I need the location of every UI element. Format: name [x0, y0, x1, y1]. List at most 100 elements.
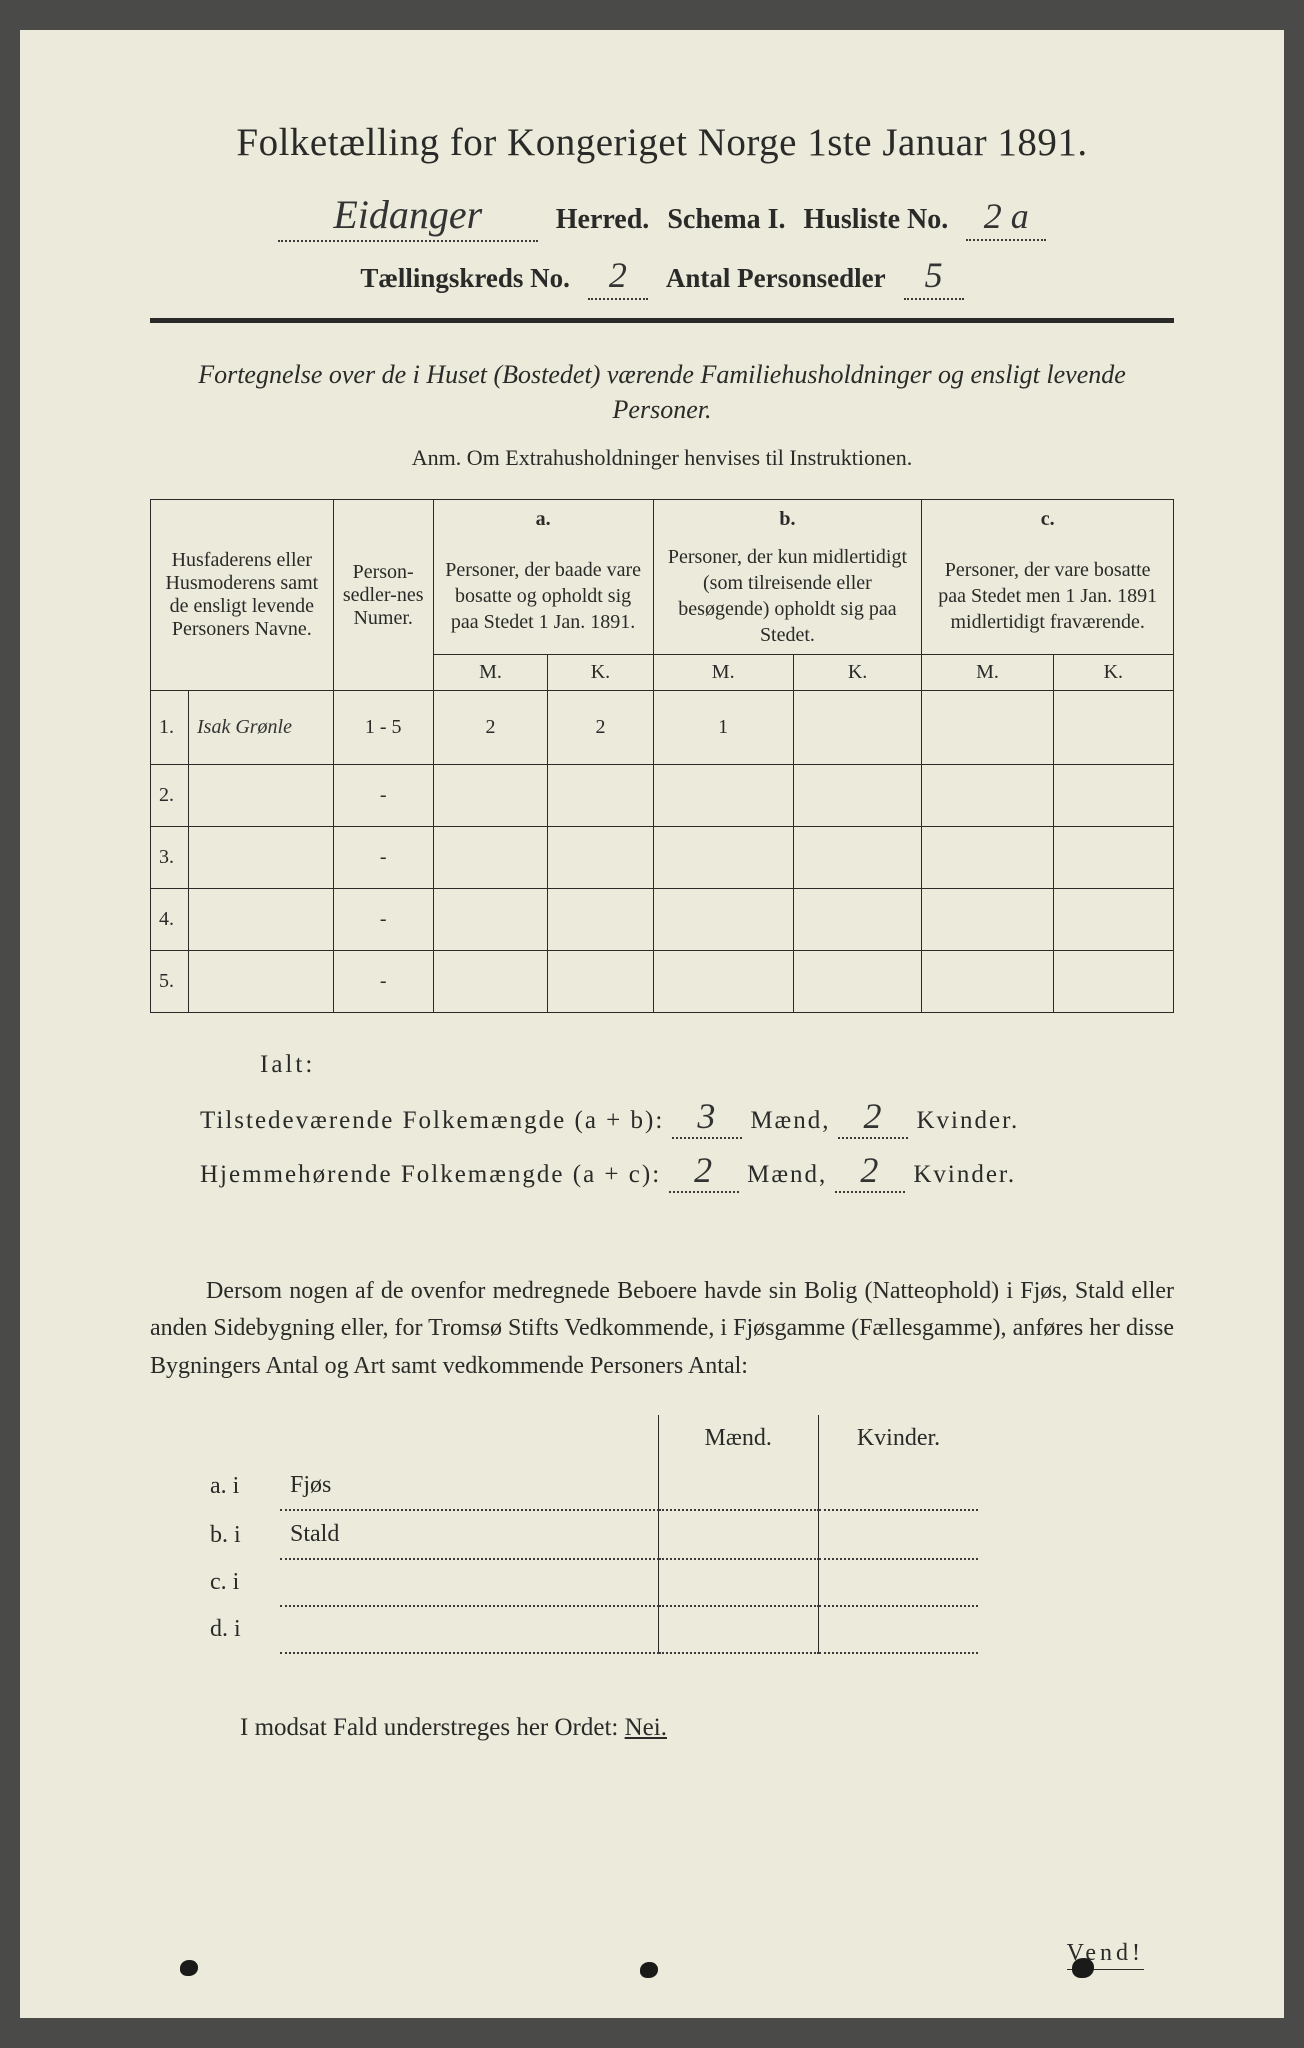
cell-cm	[922, 691, 1053, 765]
row-name	[189, 827, 334, 889]
bottom-paragraph: Dersom nogen af de ovenfor medregnede Be…	[150, 1273, 1174, 1385]
cell-ck	[1053, 889, 1173, 951]
row-number: 4.	[151, 889, 189, 951]
th-c: Personer, der vare bosatte paa Stedet me…	[922, 538, 1174, 655]
table-row: 4. -	[151, 889, 1174, 951]
tot1-label: Tilstedeværende Folkemængde (a + b):	[200, 1107, 664, 1135]
tot2-k: 2	[835, 1149, 905, 1193]
th-names-text: Husfaderens eller Husmoderens samt de en…	[165, 549, 318, 640]
kreds-value: 2	[588, 254, 648, 300]
bt-letter: b. i	[200, 1510, 280, 1559]
tot2-label: Hjemmehørende Folkemængde (a + c):	[200, 1161, 661, 1189]
bt-label	[280, 1606, 658, 1653]
cell-ck	[1053, 691, 1173, 765]
divider	[150, 318, 1174, 323]
row-number: 2.	[151, 765, 189, 827]
bt-label: Stald	[280, 1510, 658, 1559]
cell-ak: 2	[548, 691, 653, 765]
bottom-table: Mænd. Kvinder. a. iFjøsb. iStaldc. id. i	[200, 1415, 978, 1654]
cell-bk	[793, 827, 922, 889]
ialt-label: Ialt:	[260, 1051, 1174, 1079]
cell-am	[433, 951, 548, 1013]
bt-k	[818, 1510, 978, 1559]
cell-bk	[793, 889, 922, 951]
bt-maend: Mænd.	[658, 1415, 818, 1462]
th-bk: K.	[793, 655, 922, 691]
row-number: 5.	[151, 951, 189, 1013]
cell-cm	[922, 765, 1053, 827]
bt-m	[658, 1510, 818, 1559]
th-b: Personer, der kun midlertidigt (som tilr…	[653, 538, 922, 655]
th-ak: K.	[548, 655, 653, 691]
cell-bk	[793, 691, 922, 765]
row-numer: 1 - 5	[333, 691, 433, 765]
th-bm: M.	[653, 655, 793, 691]
cell-ak	[548, 827, 653, 889]
page-title: Folketælling for Kongeriget Norge 1ste J…	[150, 120, 1174, 165]
bt-k	[818, 1606, 978, 1653]
cell-bk	[793, 765, 922, 827]
totals-line-2: Hjemmehørende Folkemængde (a + c): 2 Mæn…	[200, 1149, 1174, 1193]
table-row: 1.Isak Grønle1 - 5221	[151, 691, 1174, 765]
cell-am: 2	[433, 691, 548, 765]
cell-ak	[548, 765, 653, 827]
row-name: Isak Grønle	[189, 691, 334, 765]
cell-ck	[1053, 827, 1173, 889]
header-line-1: Eidanger Herred. Schema I. Husliste No. …	[150, 191, 1174, 242]
bt-letter: c. i	[200, 1559, 280, 1606]
bt-k	[818, 1462, 978, 1510]
cell-am	[433, 827, 548, 889]
bottom-row: c. i	[200, 1559, 978, 1606]
tot2-kvinder: Kvinder.	[913, 1161, 1016, 1189]
th-am: M.	[433, 655, 548, 691]
table-row: 5. -	[151, 951, 1174, 1013]
table-row: 3.-	[151, 827, 1174, 889]
cell-bk	[793, 951, 922, 1013]
husliste-label: Husliste No.	[804, 204, 949, 236]
tot1-k: 2	[838, 1095, 908, 1139]
nei-line: I modsat Fald understreges her Ordet: Ne…	[240, 1714, 1174, 1742]
row-number: 3.	[151, 827, 189, 889]
herred-value: Eidanger	[278, 191, 538, 242]
bt-m	[658, 1559, 818, 1606]
row-numer: -	[333, 765, 433, 827]
bt-letter: a. i	[200, 1462, 280, 1510]
nei-text: I modsat Fald understreges her Ordet:	[240, 1714, 618, 1741]
cell-am	[433, 765, 548, 827]
bt-k	[818, 1559, 978, 1606]
bottom-tbody: a. iFjøsb. iStaldc. id. i	[200, 1462, 978, 1653]
census-table: Husfaderens eller Husmoderens samt de en…	[150, 499, 1174, 1013]
bt-m	[658, 1606, 818, 1653]
ink-dot	[1072, 1958, 1094, 1978]
bt-label	[280, 1559, 658, 1606]
cell-bm	[653, 889, 793, 951]
kreds-label: Tællingskreds No.	[360, 263, 570, 294]
schema-label: Schema I.	[667, 204, 785, 236]
bt-kvinder: Kvinder.	[818, 1415, 978, 1462]
th-ck: K.	[1053, 655, 1173, 691]
bt-letter: d. i	[200, 1606, 280, 1653]
bottom-row: d. i	[200, 1606, 978, 1653]
cell-am	[433, 889, 548, 951]
bt-m	[658, 1462, 818, 1510]
cell-bm: 1	[653, 691, 793, 765]
th-cm: M.	[922, 655, 1053, 691]
tot1-kvinder: Kvinder.	[916, 1107, 1019, 1135]
ink-dot	[640, 1962, 658, 1978]
row-number: 1.	[151, 691, 189, 765]
header-line-2: Tællingskreds No. 2 Antal Personsedler 5	[150, 254, 1174, 300]
cell-cm	[922, 889, 1053, 951]
th-a: Personer, der baade vare bosatte og opho…	[433, 538, 653, 655]
husliste-value: 2 a	[966, 195, 1046, 241]
row-name	[189, 951, 334, 1013]
th-names: Husfaderens eller Husmoderens samt de en…	[151, 500, 334, 691]
row-numer: -	[333, 951, 433, 1013]
antal-value: 5	[904, 254, 964, 300]
th-c-label: c.	[922, 500, 1174, 539]
th-b-label: b.	[653, 500, 922, 539]
cell-cm	[922, 951, 1053, 1013]
tot2-maend: Mænd,	[747, 1161, 827, 1189]
cell-ck	[1053, 765, 1173, 827]
nei-word: Nei.	[625, 1714, 667, 1741]
row-numer: -	[333, 889, 433, 951]
